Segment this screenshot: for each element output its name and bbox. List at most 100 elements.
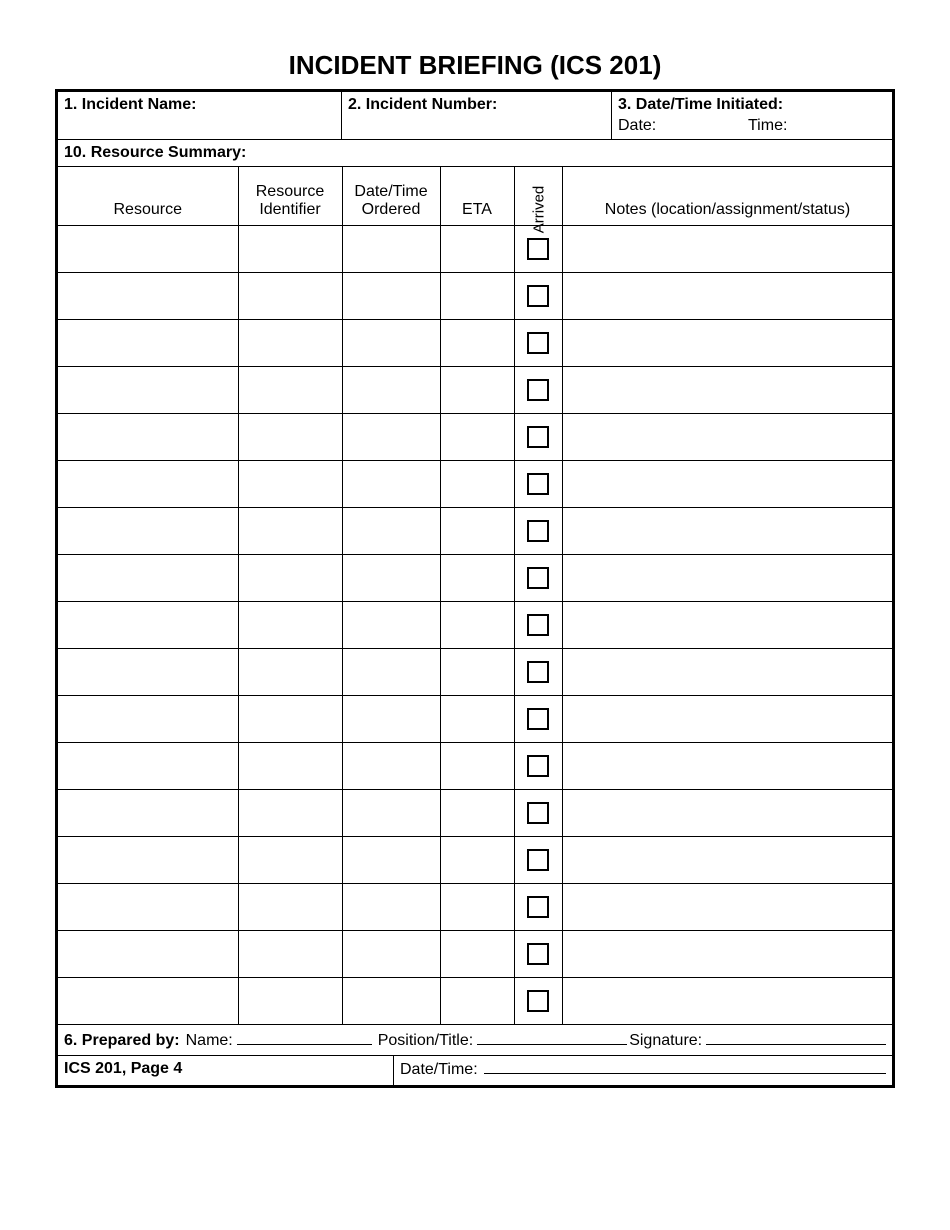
notes-cell[interactable]: [563, 789, 892, 836]
ordered-cell[interactable]: [342, 319, 440, 366]
identifier-cell[interactable]: [238, 554, 342, 601]
eta-cell[interactable]: [440, 648, 514, 695]
ordered-cell[interactable]: [342, 695, 440, 742]
position-field[interactable]: [477, 1031, 627, 1045]
arrived-checkbox[interactable]: [527, 285, 549, 307]
eta-cell[interactable]: [440, 789, 514, 836]
eta-cell[interactable]: [440, 883, 514, 930]
resource-cell[interactable]: [58, 836, 238, 883]
ordered-cell[interactable]: [342, 742, 440, 789]
ordered-cell[interactable]: [342, 554, 440, 601]
arrived-checkbox[interactable]: [527, 755, 549, 777]
resource-cell[interactable]: [58, 319, 238, 366]
arrived-checkbox[interactable]: [527, 614, 549, 636]
ordered-cell[interactable]: [342, 272, 440, 319]
identifier-cell[interactable]: [238, 507, 342, 554]
notes-cell[interactable]: [563, 648, 892, 695]
arrived-cell[interactable]: [514, 319, 563, 366]
arrived-checkbox[interactable]: [527, 332, 549, 354]
arrived-cell[interactable]: [514, 836, 563, 883]
resource-cell[interactable]: [58, 695, 238, 742]
arrived-checkbox[interactable]: [527, 802, 549, 824]
notes-cell[interactable]: [563, 460, 892, 507]
ordered-cell[interactable]: [342, 930, 440, 977]
ordered-cell[interactable]: [342, 601, 440, 648]
eta-cell[interactable]: [440, 742, 514, 789]
arrived-checkbox[interactable]: [527, 849, 549, 871]
notes-cell[interactable]: [563, 601, 892, 648]
identifier-cell[interactable]: [238, 648, 342, 695]
arrived-cell[interactable]: [514, 977, 563, 1024]
notes-cell[interactable]: [563, 319, 892, 366]
identifier-cell[interactable]: [238, 319, 342, 366]
resource-cell[interactable]: [58, 507, 238, 554]
notes-cell[interactable]: [563, 930, 892, 977]
resource-cell[interactable]: [58, 648, 238, 695]
eta-cell[interactable]: [440, 930, 514, 977]
eta-cell[interactable]: [440, 977, 514, 1024]
identifier-cell[interactable]: [238, 742, 342, 789]
name-field[interactable]: [237, 1031, 372, 1045]
ordered-cell[interactable]: [342, 789, 440, 836]
arrived-cell[interactable]: [514, 413, 563, 460]
resource-cell[interactable]: [58, 930, 238, 977]
eta-cell[interactable]: [440, 460, 514, 507]
ordered-cell[interactable]: [342, 977, 440, 1024]
eta-cell[interactable]: [440, 554, 514, 601]
notes-cell[interactable]: [563, 272, 892, 319]
notes-cell[interactable]: [563, 225, 892, 272]
incident-number-cell[interactable]: 2. Incident Number:: [342, 92, 612, 140]
identifier-cell[interactable]: [238, 836, 342, 883]
resource-cell[interactable]: [58, 460, 238, 507]
identifier-cell[interactable]: [238, 460, 342, 507]
arrived-checkbox[interactable]: [527, 896, 549, 918]
identifier-cell[interactable]: [238, 272, 342, 319]
signature-field[interactable]: [706, 1031, 886, 1045]
arrived-checkbox[interactable]: [527, 426, 549, 448]
ordered-cell[interactable]: [342, 366, 440, 413]
eta-cell[interactable]: [440, 272, 514, 319]
identifier-cell[interactable]: [238, 977, 342, 1024]
arrived-checkbox[interactable]: [527, 567, 549, 589]
incident-name-cell[interactable]: 1. Incident Name:: [58, 92, 342, 140]
arrived-cell[interactable]: [514, 648, 563, 695]
arrived-checkbox[interactable]: [527, 379, 549, 401]
resource-cell[interactable]: [58, 554, 238, 601]
arrived-checkbox[interactable]: [527, 473, 549, 495]
arrived-checkbox[interactable]: [527, 661, 549, 683]
arrived-checkbox[interactable]: [527, 238, 549, 260]
arrived-cell[interactable]: [514, 695, 563, 742]
eta-cell[interactable]: [440, 836, 514, 883]
arrived-cell[interactable]: [514, 742, 563, 789]
arrived-cell[interactable]: [514, 554, 563, 601]
arrived-cell[interactable]: [514, 601, 563, 648]
notes-cell[interactable]: [563, 554, 892, 601]
resource-cell[interactable]: [58, 413, 238, 460]
ordered-cell[interactable]: [342, 648, 440, 695]
ordered-cell[interactable]: [342, 225, 440, 272]
ordered-cell[interactable]: [342, 836, 440, 883]
identifier-cell[interactable]: [238, 225, 342, 272]
notes-cell[interactable]: [563, 836, 892, 883]
eta-cell[interactable]: [440, 695, 514, 742]
ordered-cell[interactable]: [342, 413, 440, 460]
arrived-cell[interactable]: [514, 789, 563, 836]
notes-cell[interactable]: [563, 695, 892, 742]
notes-cell[interactable]: [563, 413, 892, 460]
resource-cell[interactable]: [58, 366, 238, 413]
eta-cell[interactable]: [440, 319, 514, 366]
datetime-field[interactable]: [484, 1060, 886, 1074]
resource-cell[interactable]: [58, 742, 238, 789]
arrived-cell[interactable]: [514, 930, 563, 977]
arrived-checkbox[interactable]: [527, 520, 549, 542]
resource-cell[interactable]: [58, 883, 238, 930]
resource-cell[interactable]: [58, 977, 238, 1024]
datetime-initiated-cell[interactable]: 3. Date/Time Initiated: Date: Time:: [612, 92, 892, 140]
eta-cell[interactable]: [440, 507, 514, 554]
resource-cell[interactable]: [58, 601, 238, 648]
notes-cell[interactable]: [563, 507, 892, 554]
ordered-cell[interactable]: [342, 460, 440, 507]
identifier-cell[interactable]: [238, 366, 342, 413]
resource-cell[interactable]: [58, 272, 238, 319]
arrived-checkbox[interactable]: [527, 943, 549, 965]
